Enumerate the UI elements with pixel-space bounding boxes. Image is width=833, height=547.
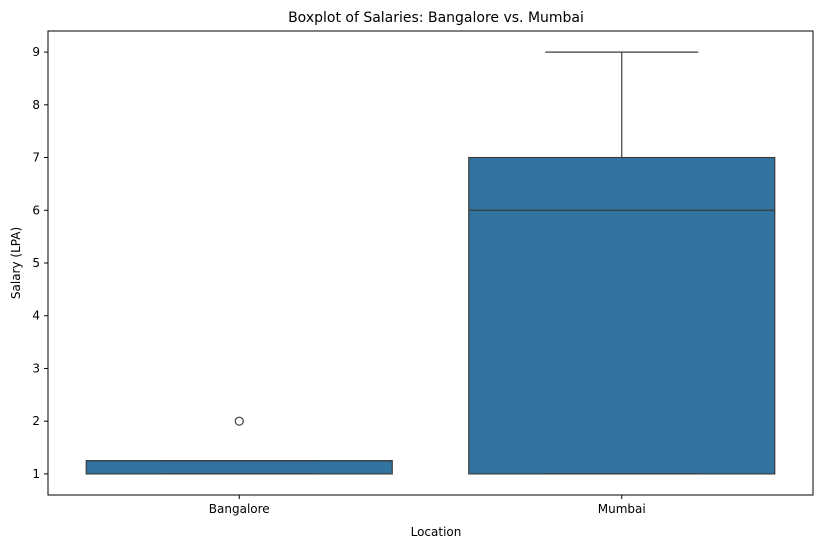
y-tick-label: 5	[32, 256, 40, 270]
y-tick-label: 4	[32, 309, 40, 323]
y-tick-label: 8	[32, 98, 40, 112]
y-axis-label: Salary (LPA)	[9, 227, 23, 299]
y-tick-label: 6	[32, 203, 40, 217]
box-iqr	[85, 460, 393, 475]
box-bangalore	[85, 416, 393, 475]
y-tick-label: 7	[32, 151, 40, 165]
box-mumbai	[468, 51, 776, 475]
x-tick-label: Bangalore	[209, 502, 270, 516]
y-tick-label: 3	[32, 361, 40, 375]
x-axis-ticks: Bangalore Mumbai	[209, 495, 646, 516]
plot-area	[85, 51, 776, 475]
box-iqr	[468, 156, 776, 475]
y-tick-label: 1	[32, 467, 40, 481]
y-axis-ticks: 1 2 3 4 5 6 7 8 9	[32, 45, 48, 481]
x-tick-label: Mumbai	[598, 502, 646, 516]
outlier-point	[234, 416, 244, 426]
x-axis-label: Location	[411, 525, 462, 539]
y-tick-label: 9	[32, 45, 40, 59]
chart-title: Boxplot of Salaries: Bangalore vs. Mumba…	[288, 10, 584, 26]
y-tick-label: 2	[32, 414, 40, 428]
